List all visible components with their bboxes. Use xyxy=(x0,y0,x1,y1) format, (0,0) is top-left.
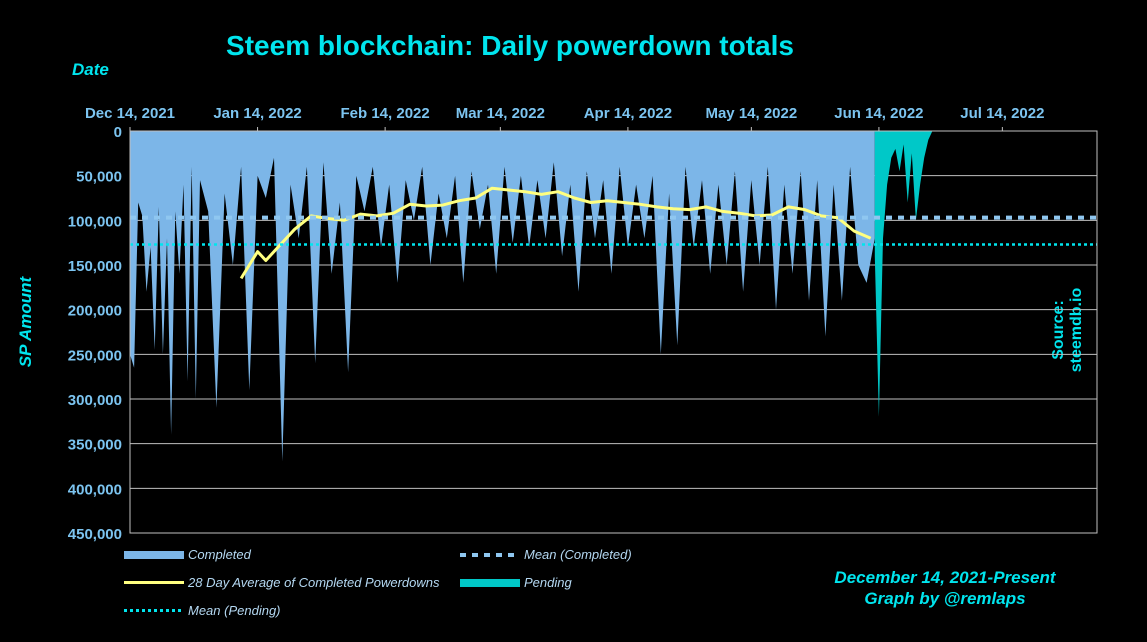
series-area-completed xyxy=(130,131,875,462)
plot-frame xyxy=(129,130,1098,534)
footer-author: Graph by @remlaps xyxy=(864,589,1026,608)
x-tick-label: Dec 14, 2021 xyxy=(85,105,175,122)
x-tick-label: May 14, 2022 xyxy=(705,105,797,122)
series-area-pending xyxy=(874,131,933,417)
y-tick-label: 100,000 xyxy=(68,213,122,230)
y-tick-labels: 0 50,000 100,000 150,000 200,000 250,000 300,0… xyxy=(68,124,122,543)
y-tick-label: 150,000 xyxy=(68,258,122,275)
x-tick-label: Jun 14, 2022 xyxy=(834,105,923,122)
y-tick-label: 300,000 xyxy=(68,392,122,409)
x-tick-label: Feb 14, 2022 xyxy=(341,105,430,122)
x-tick-labels: Dec 14, 2021 Jan 14, 2022 Feb 14, 2022 Mar … xyxy=(85,105,1045,122)
footer-credit: December 14, 2021-Present Graph by @reml… xyxy=(790,567,1100,609)
x-axis-title: Date xyxy=(72,60,109,79)
chart-title: Steem blockchain: Daily powerdown totals xyxy=(226,30,794,61)
y-tick-label: 450,000 xyxy=(68,526,122,543)
x-tick-label: Mar 14, 2022 xyxy=(456,105,545,122)
y-tick-label: 50,000 xyxy=(76,169,122,186)
x-tick-label: Apr 14, 2022 xyxy=(584,105,672,122)
area-layer xyxy=(130,131,933,462)
x-tick-label: Jan 14, 2022 xyxy=(213,105,301,122)
x-tick-label: Jul 14, 2022 xyxy=(960,105,1044,122)
footer-date-range: December 14, 2021-Present xyxy=(834,568,1056,587)
y-tick-label: 250,000 xyxy=(68,347,122,364)
y-tick-label: 350,000 xyxy=(68,437,122,454)
y-tick-label: 200,000 xyxy=(68,303,122,320)
line-layer xyxy=(130,186,1097,280)
y-tick-label: 400,000 xyxy=(68,481,122,498)
y-tick-label: 0 xyxy=(114,124,122,141)
